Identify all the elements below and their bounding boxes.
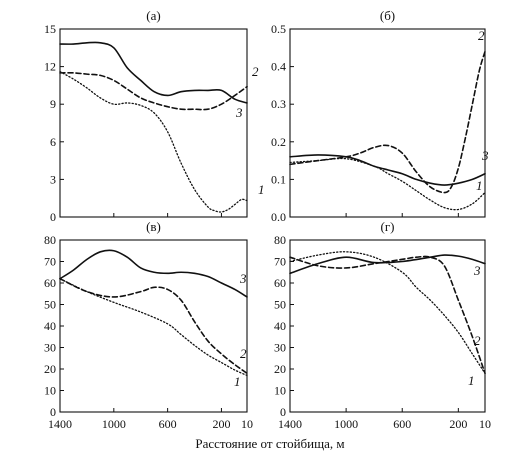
x-tick-label: 1400 — [48, 417, 72, 431]
y-tick-label: 10 — [44, 384, 56, 398]
x-tick-label: 1000 — [102, 417, 126, 431]
series-label-2: 2 — [478, 28, 485, 43]
y-tick-label: 60 — [274, 276, 286, 290]
x-axis-label: Расстояние от стойбища, м — [195, 436, 344, 451]
series-line-1 — [289, 251, 486, 374]
series-label-1: 1 — [468, 373, 475, 388]
panel-label: (а) — [146, 8, 160, 23]
series-line-3 — [59, 249, 248, 298]
series-line-1 — [59, 278, 248, 377]
chart-panel: 0.0 0.1 0.2 0.3 0.4 0.5 (б) 1 2 3 — [271, 8, 489, 224]
y-tick-label: 10 — [274, 384, 286, 398]
y-tick-label: 15 — [44, 22, 56, 36]
series-line-3 — [289, 154, 486, 186]
series-label-2: 2 — [252, 64, 259, 79]
x-tick-label: 200 — [212, 417, 230, 431]
y-tick-label: 0 — [280, 405, 286, 419]
series-label-2: 2 — [474, 333, 481, 348]
series-line-2 — [289, 50, 486, 194]
y-tick-label: 50 — [44, 298, 56, 312]
y-tick-label: 60 — [44, 276, 56, 290]
y-tick-label: 80 — [44, 233, 56, 247]
series-line-3 — [59, 71, 248, 111]
series-line-1 — [59, 70, 248, 213]
y-tick-label: 0 — [50, 210, 56, 224]
y-tick-label: 70 — [44, 255, 56, 269]
series-line-1 — [289, 157, 486, 211]
x-tick-label: 200 — [449, 417, 467, 431]
series-line-2 — [289, 255, 486, 375]
y-tick-label: 30 — [274, 341, 286, 355]
y-tick-label: 0.5 — [271, 22, 286, 36]
series-label-3: 3 — [235, 105, 243, 120]
plot-frame — [59, 28, 248, 218]
chart-panel: 0 10 20 30 40 50 60 70 80 1400 1000 600 200 10 (г) 1 2 3 — [274, 219, 491, 431]
y-tick-label: 6 — [50, 135, 56, 149]
x-tick-label: 1400 — [278, 417, 302, 431]
y-tick-label: 0.3 — [271, 97, 286, 111]
y-tick-label: 70 — [274, 255, 286, 269]
series-label-3: 3 — [481, 148, 489, 163]
series-label-3: 3 — [473, 263, 481, 278]
series-line-3 — [289, 254, 486, 275]
x-tick-label: 10 — [479, 417, 491, 431]
y-tick-label: 0.4 — [271, 60, 286, 74]
series-line-2 — [59, 41, 248, 104]
series-label-3: 3 — [239, 271, 247, 286]
y-tick-label: 40 — [274, 319, 286, 333]
x-tick-label: 10 — [241, 417, 253, 431]
y-tick-label: 20 — [44, 362, 56, 376]
series-label-1: 1 — [476, 178, 483, 193]
panel-label: (в) — [146, 219, 161, 234]
plot-frame — [289, 239, 486, 413]
y-tick-label: 30 — [44, 341, 56, 355]
panel-label: (б) — [380, 8, 395, 23]
y-tick-label: 3 — [50, 172, 56, 186]
plot-frame — [59, 239, 248, 413]
y-tick-label: 0.1 — [271, 172, 286, 186]
y-tick-label: 0.2 — [271, 135, 286, 149]
y-tick-label: 9 — [50, 97, 56, 111]
series-label-1: 1 — [258, 182, 265, 197]
y-tick-label: 40 — [44, 319, 56, 333]
y-tick-label: 50 — [274, 298, 286, 312]
y-tick-label: 12 — [44, 60, 56, 74]
x-tick-label: 600 — [159, 417, 177, 431]
series-label-2: 2 — [240, 346, 247, 361]
chart-panel: 0 10 20 30 40 50 60 70 80 1400 1000 600 200 10 (в) 1 2 3 — [44, 219, 253, 431]
plot-frame — [289, 28, 486, 218]
y-tick-label: 80 — [274, 233, 286, 247]
x-tick-label: 1000 — [334, 417, 358, 431]
y-tick-label: 20 — [274, 362, 286, 376]
panel-label: (г) — [381, 219, 395, 234]
chart-panels: 03691215(а)1230.00.10.20.30.40.5(б)12301… — [44, 8, 491, 431]
y-tick-label: 0.0 — [271, 210, 286, 224]
series-line-2 — [59, 277, 248, 375]
x-tick-label: 600 — [393, 417, 411, 431]
series-label-1: 1 — [234, 374, 241, 389]
y-tick-label: 0 — [50, 405, 56, 419]
